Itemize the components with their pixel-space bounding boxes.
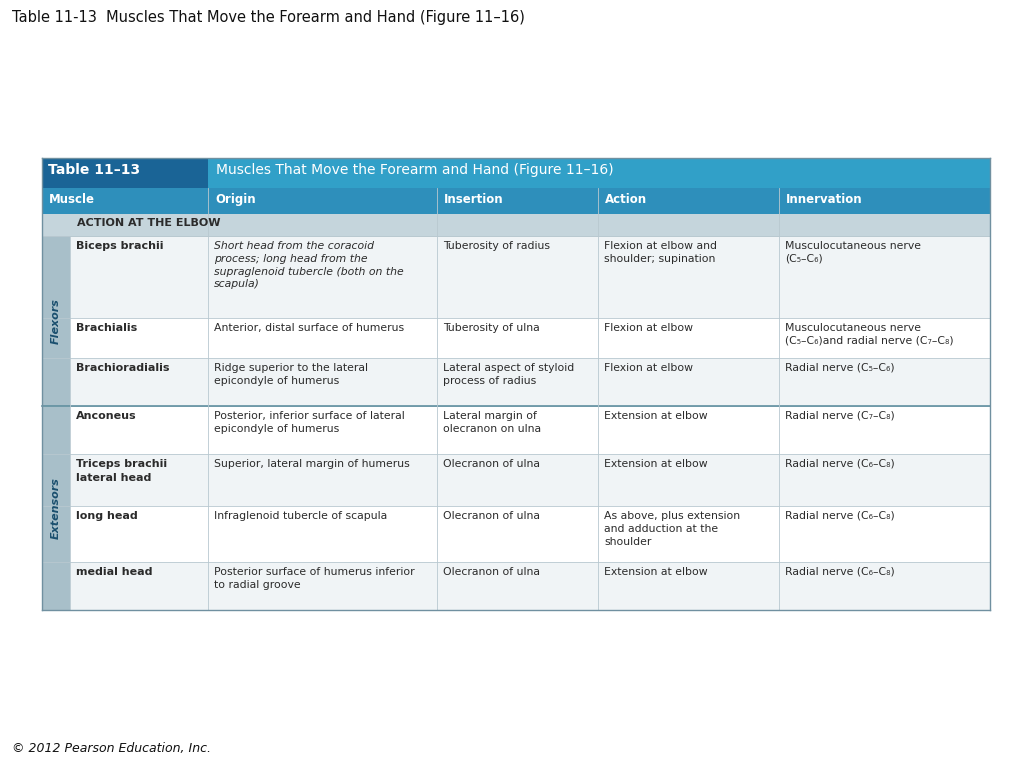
Text: Triceps brachii: Triceps brachii bbox=[76, 459, 167, 469]
Bar bbox=[42, 358, 990, 406]
Text: Muscles That Move the Forearm and Hand (Figure 11–16): Muscles That Move the Forearm and Hand (… bbox=[216, 163, 613, 177]
Text: Tuberosity of ulna: Tuberosity of ulna bbox=[443, 323, 540, 333]
Text: Musculocutaneous nerve
(C₅–C₆)and radial nerve (C₇–C₈): Musculocutaneous nerve (C₅–C₆)and radial… bbox=[784, 323, 953, 346]
Text: Lateral margin of
olecranon on ulna: Lateral margin of olecranon on ulna bbox=[443, 411, 541, 434]
Text: Extensors: Extensors bbox=[51, 477, 61, 539]
Text: Olecranon of ulna: Olecranon of ulna bbox=[443, 567, 540, 577]
Text: medial head: medial head bbox=[76, 567, 153, 577]
Text: Lateral aspect of styloid
process of radius: Lateral aspect of styloid process of rad… bbox=[443, 363, 574, 386]
Text: © 2012 Pearson Education, Inc.: © 2012 Pearson Education, Inc. bbox=[12, 742, 211, 755]
Bar bbox=[42, 506, 990, 562]
Text: Radial nerve (C₇–C₈): Radial nerve (C₇–C₈) bbox=[784, 411, 894, 421]
Text: ACTION AT THE ELBOW: ACTION AT THE ELBOW bbox=[77, 218, 220, 228]
Text: Brachioradialis: Brachioradialis bbox=[76, 363, 170, 373]
Bar bbox=[42, 562, 990, 610]
Text: Olecranon of ulna: Olecranon of ulna bbox=[443, 511, 540, 521]
Bar bbox=[42, 406, 70, 610]
Text: Insertion: Insertion bbox=[444, 193, 504, 206]
Text: Innervation: Innervation bbox=[785, 193, 862, 206]
Text: Radial nerve (C₆–C₈): Radial nerve (C₆–C₈) bbox=[784, 459, 894, 469]
Bar bbox=[208, 158, 990, 188]
Text: Anterior, distal surface of humerus: Anterior, distal surface of humerus bbox=[214, 323, 404, 333]
Text: Table 11–13: Table 11–13 bbox=[48, 163, 140, 177]
Text: Table 11-13  Muscles That Move the Forearm and Hand (Figure 11–16): Table 11-13 Muscles That Move the Forear… bbox=[12, 10, 525, 25]
Text: Biceps brachii: Biceps brachii bbox=[76, 241, 164, 251]
Bar bbox=[598, 188, 778, 214]
Text: Posterior surface of humerus inferior
to radial groove: Posterior surface of humerus inferior to… bbox=[214, 567, 415, 590]
Text: lateral head: lateral head bbox=[76, 473, 152, 483]
Bar bbox=[42, 188, 208, 214]
Text: Muscle: Muscle bbox=[49, 193, 95, 206]
Text: Radial nerve (C₆–C₈): Radial nerve (C₆–C₈) bbox=[784, 511, 894, 521]
Text: Superior, lateral margin of humerus: Superior, lateral margin of humerus bbox=[214, 459, 410, 469]
Bar bbox=[42, 214, 990, 236]
Text: Radial nerve (C₆–C₈): Radial nerve (C₆–C₈) bbox=[784, 567, 894, 577]
Bar bbox=[42, 318, 990, 358]
Text: Action: Action bbox=[605, 193, 647, 206]
Text: Extension at elbow: Extension at elbow bbox=[604, 411, 708, 421]
Bar bbox=[208, 188, 437, 214]
Bar bbox=[437, 188, 598, 214]
Bar bbox=[42, 236, 70, 406]
Text: Flexors: Flexors bbox=[51, 298, 61, 344]
Text: Tuberosity of radius: Tuberosity of radius bbox=[443, 241, 550, 251]
Text: Olecranon of ulna: Olecranon of ulna bbox=[443, 459, 540, 469]
Text: Brachialis: Brachialis bbox=[76, 323, 137, 333]
Text: Ridge superior to the lateral
epicondyle of humerus: Ridge superior to the lateral epicondyle… bbox=[214, 363, 368, 386]
Bar bbox=[42, 454, 990, 506]
Text: Flexion at elbow and
shoulder; supination: Flexion at elbow and shoulder; supinatio… bbox=[604, 241, 717, 263]
Text: Posterior, inferior surface of lateral
epicondyle of humerus: Posterior, inferior surface of lateral e… bbox=[214, 411, 404, 434]
Text: Extension at elbow: Extension at elbow bbox=[604, 567, 708, 577]
Text: Musculocutaneous nerve
(C₅–C₆): Musculocutaneous nerve (C₅–C₆) bbox=[784, 241, 921, 263]
Text: Short head from the coracoid
process; long head from the
supraglenoid tubercle (: Short head from the coracoid process; lo… bbox=[214, 241, 403, 290]
Text: Flexion at elbow: Flexion at elbow bbox=[604, 363, 693, 373]
Bar bbox=[42, 236, 990, 318]
Text: Infraglenoid tubercle of scapula: Infraglenoid tubercle of scapula bbox=[214, 511, 387, 521]
Bar bbox=[778, 188, 990, 214]
Text: Origin: Origin bbox=[215, 193, 256, 206]
Bar bbox=[42, 406, 990, 454]
Bar bbox=[42, 158, 208, 188]
Text: Anconeus: Anconeus bbox=[76, 411, 136, 421]
Text: Extension at elbow: Extension at elbow bbox=[604, 459, 708, 469]
Text: Radial nerve (C₅–C₆): Radial nerve (C₅–C₆) bbox=[784, 363, 894, 373]
Text: Flexion at elbow: Flexion at elbow bbox=[604, 323, 693, 333]
Text: long head: long head bbox=[76, 511, 138, 521]
Text: As above, plus extension
and adduction at the
shoulder: As above, plus extension and adduction a… bbox=[604, 511, 740, 547]
